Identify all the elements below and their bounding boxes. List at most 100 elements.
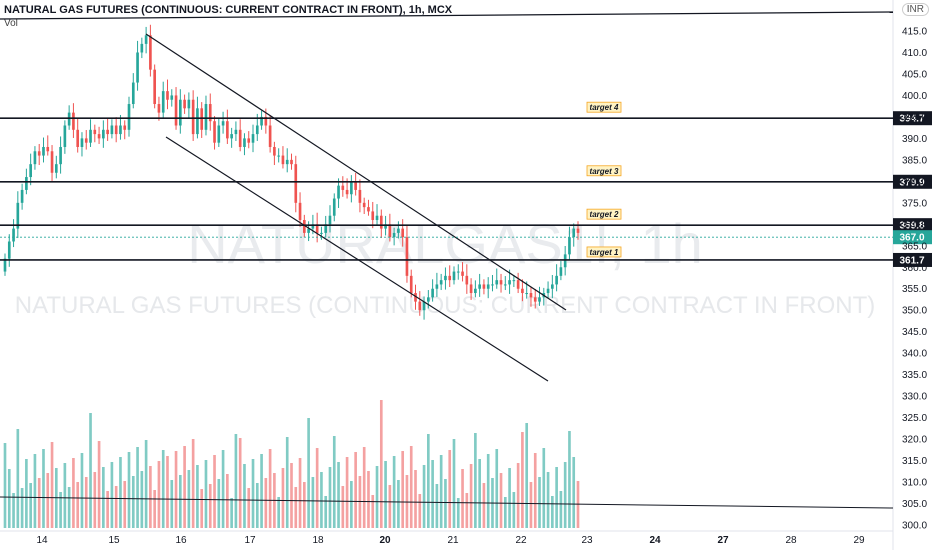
candle-body xyxy=(350,181,353,195)
candle-body xyxy=(371,211,375,221)
y-tick-label: 325.0 xyxy=(902,413,927,424)
channel-upper-line[interactable] xyxy=(145,33,567,311)
candle-body xyxy=(418,301,422,311)
candle-body xyxy=(20,189,24,203)
volume-bar xyxy=(59,492,62,528)
candle-body xyxy=(422,301,426,311)
candle-body xyxy=(174,95,178,126)
volume-bar xyxy=(495,449,499,528)
volume-bar xyxy=(392,456,396,528)
volume-bar xyxy=(285,437,289,528)
volume-bar xyxy=(405,475,409,528)
candle-body xyxy=(16,202,20,229)
channel-lower-line[interactable] xyxy=(165,136,549,382)
candle-body xyxy=(546,288,550,294)
y-tick-label: 395.0 xyxy=(902,112,927,123)
currency-badge[interactable]: INR xyxy=(901,3,929,16)
y-tick-label: 320.0 xyxy=(902,435,927,446)
candle-body xyxy=(290,159,293,165)
volume-bar xyxy=(503,497,507,528)
candle-body xyxy=(572,228,576,238)
candle-body xyxy=(264,116,268,126)
volume-bar xyxy=(102,467,105,528)
candle-body xyxy=(525,293,529,295)
volume-bar xyxy=(332,436,336,528)
top-diagonal-line[interactable] xyxy=(0,11,894,20)
x-tick-label: 18 xyxy=(312,535,324,546)
volume-bar xyxy=(559,491,563,528)
volume-bar xyxy=(439,455,443,528)
volume-bar xyxy=(499,473,503,528)
target-box xyxy=(586,165,622,177)
candle-body xyxy=(311,224,315,229)
level-price-tag xyxy=(893,174,932,189)
candle-body xyxy=(388,224,392,238)
candle-body xyxy=(93,129,97,135)
volume-bar xyxy=(290,463,293,528)
volume-bar xyxy=(76,482,80,528)
volume-bar xyxy=(264,478,268,528)
x-tick-label: 28 xyxy=(785,535,797,546)
volume-bar xyxy=(196,465,199,528)
candle-body xyxy=(127,104,131,130)
volume-bar xyxy=(50,442,54,528)
volume-bar xyxy=(213,455,216,528)
volume-bar xyxy=(435,484,439,528)
candle-body xyxy=(538,297,541,302)
volume-bar xyxy=(208,484,212,528)
candle-body xyxy=(379,215,383,229)
y-tick-label: 345.0 xyxy=(902,327,927,338)
y-tick-label: 405.0 xyxy=(902,69,927,80)
volume-trend-line[interactable] xyxy=(0,496,894,509)
x-tick-label: 23 xyxy=(581,535,593,546)
candle-body xyxy=(114,125,118,135)
time-axis[interactable]: 14 15 16 17 18 20 21 22 23 24 27 28 29 xyxy=(36,535,865,546)
volume-bar xyxy=(234,434,238,528)
x-tick-label: 22 xyxy=(515,535,527,546)
candle-body xyxy=(260,116,263,126)
candle-body xyxy=(294,164,298,203)
target-box xyxy=(586,101,622,113)
volume-bar xyxy=(298,458,302,528)
candle-body xyxy=(397,228,400,233)
candle-body xyxy=(140,43,144,53)
candle-body xyxy=(568,237,571,255)
volume-bar xyxy=(418,494,422,528)
candle-body xyxy=(213,121,216,143)
y-tick-label: 330.0 xyxy=(902,392,927,403)
candle-body xyxy=(166,91,169,100)
volume-bar xyxy=(456,498,460,528)
volume-bar xyxy=(521,432,524,528)
volume-bar xyxy=(80,453,84,528)
y-tick-label: 315.0 xyxy=(902,456,927,467)
volume-bar xyxy=(320,472,323,528)
candle-body xyxy=(97,134,101,139)
candle-body xyxy=(409,275,413,294)
volume-bar xyxy=(379,400,383,528)
volume-bar xyxy=(140,471,144,528)
volume-bar xyxy=(144,440,148,528)
y-tick-label: 360.0 xyxy=(902,263,927,274)
x-tick-label: 27 xyxy=(717,535,729,546)
volume-bar xyxy=(354,452,357,528)
price-axis[interactable]: 415.0 410.0 405.0 400.0 395.0 390.0 385.0 380.0… xyxy=(902,27,927,532)
candle-body xyxy=(63,125,67,147)
volume-bar xyxy=(572,457,576,528)
candle-body xyxy=(332,198,336,216)
candle-body xyxy=(59,146,62,165)
volume-bar xyxy=(226,474,229,528)
candle-body xyxy=(84,138,88,143)
x-tick-label: 16 xyxy=(175,535,187,546)
volume-bar xyxy=(542,448,546,528)
candle-body xyxy=(469,284,473,294)
candle-body xyxy=(281,155,285,165)
candle-body xyxy=(495,280,499,285)
candle-body xyxy=(157,104,161,113)
volume-bar xyxy=(401,451,405,528)
volume-bar xyxy=(37,478,41,528)
candle-body xyxy=(131,82,135,105)
x-tick-label: 21 xyxy=(447,535,459,546)
volume-bar xyxy=(29,483,32,528)
volume-bar xyxy=(307,418,310,528)
